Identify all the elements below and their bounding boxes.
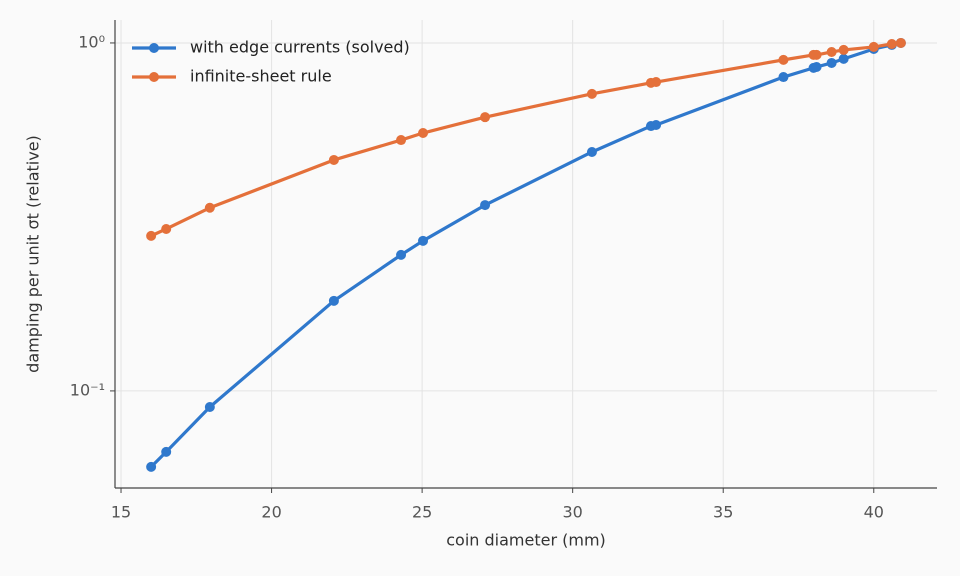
data-point bbox=[868, 41, 879, 52]
x-tick-label: 40 bbox=[864, 503, 884, 522]
data-point bbox=[161, 446, 172, 457]
data-point bbox=[826, 46, 837, 57]
data-point bbox=[480, 112, 491, 123]
legend-label: with edge currents (solved) bbox=[190, 38, 410, 57]
data-point bbox=[838, 53, 849, 64]
data-point bbox=[811, 49, 822, 60]
data-point bbox=[838, 44, 849, 55]
data-point bbox=[396, 135, 407, 146]
x-tick-label: 25 bbox=[412, 503, 432, 522]
data-point bbox=[886, 39, 897, 50]
x-tick-label: 15 bbox=[111, 503, 131, 522]
data-point bbox=[586, 88, 597, 99]
y-tick-label: 10⁻¹ bbox=[70, 380, 105, 399]
data-point bbox=[146, 230, 157, 241]
data-point bbox=[328, 295, 339, 306]
data-point bbox=[778, 54, 789, 65]
series-line bbox=[150, 41, 902, 468]
legend-marker bbox=[149, 43, 159, 53]
x-tick-label: 20 bbox=[261, 503, 281, 522]
y-tick-label: 10⁰ bbox=[78, 32, 105, 51]
data-point bbox=[204, 202, 215, 213]
data-point bbox=[328, 154, 339, 165]
data-point bbox=[146, 461, 157, 472]
data-point bbox=[418, 235, 429, 246]
legend-marker bbox=[149, 72, 159, 82]
data-point bbox=[480, 200, 491, 211]
legend-label: infinite-sheet rule bbox=[190, 67, 332, 86]
data-point bbox=[586, 146, 597, 157]
data-point bbox=[204, 402, 215, 413]
x-axis-label: coin diameter (mm) bbox=[446, 531, 606, 550]
data-point bbox=[811, 61, 822, 72]
x-tick-label: 35 bbox=[713, 503, 733, 522]
data-point bbox=[651, 77, 662, 88]
x-tick-label: 30 bbox=[562, 503, 582, 522]
data-point bbox=[161, 223, 172, 234]
data-point bbox=[778, 72, 789, 83]
y-axis-label: damping per unit σt (relative) bbox=[24, 135, 43, 373]
data-point bbox=[651, 120, 662, 131]
data-point bbox=[895, 37, 906, 48]
data-point bbox=[396, 249, 407, 260]
data-point bbox=[418, 128, 429, 139]
data-point bbox=[826, 57, 837, 68]
